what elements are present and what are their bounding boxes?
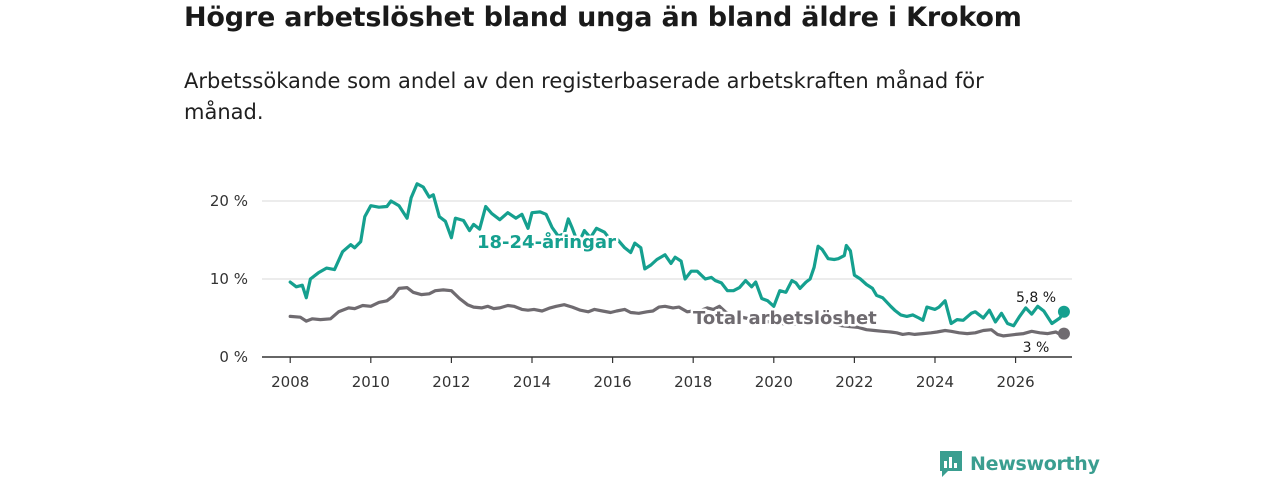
x-tick-label: 2018 bbox=[674, 373, 712, 391]
brand-name: Newsworthy bbox=[970, 453, 1100, 475]
end-value-label-youth: 5,8 % bbox=[1016, 290, 1056, 306]
series-lines bbox=[288, 182, 1070, 340]
x-tick-label: 2024 bbox=[916, 373, 954, 391]
chart-subtitle: Arbetssökande som andel av den registerb… bbox=[184, 69, 984, 124]
series-label-youth: 18-24-åringar bbox=[477, 231, 616, 253]
chart-title: Högre arbetslöshet bland unga än bland ä… bbox=[184, 2, 1022, 33]
brand-logo: Newsworthy bbox=[938, 449, 1100, 479]
x-tick-label: 2012 bbox=[432, 373, 470, 391]
end-point-youth bbox=[1057, 305, 1070, 318]
x-tick-label: 2014 bbox=[513, 373, 551, 391]
x-tick-label: 2008 bbox=[271, 373, 309, 391]
x-tick-label: 2026 bbox=[996, 373, 1034, 391]
x-tick-label: 2010 bbox=[352, 373, 390, 391]
x-tick-label: 2020 bbox=[755, 373, 793, 391]
x-tick-label: 2016 bbox=[594, 373, 632, 391]
series-line-youth bbox=[288, 182, 1066, 328]
y-tick-label: 10 % bbox=[210, 270, 248, 288]
end-value-label-total: 3 % bbox=[1023, 340, 1050, 356]
series-label-total: Total arbetslöshet bbox=[693, 308, 877, 329]
series-labels: 18-24-åringar Total arbetslöshet 5,8 % 3 % bbox=[475, 229, 1057, 359]
x-tick-label: 2022 bbox=[835, 373, 873, 391]
y-tick-label: 20 % bbox=[210, 192, 248, 210]
end-point-total bbox=[1057, 327, 1070, 340]
newsworthy-logo-icon bbox=[940, 451, 962, 477]
axes: 0 % 10 % 20 % 2008 2010 2012 2014 2016 2018 2020 2… bbox=[210, 192, 1072, 391]
series-line-total bbox=[288, 286, 1066, 338]
gridlines bbox=[262, 200, 1072, 280]
y-tick-label: 0 % bbox=[219, 348, 248, 366]
